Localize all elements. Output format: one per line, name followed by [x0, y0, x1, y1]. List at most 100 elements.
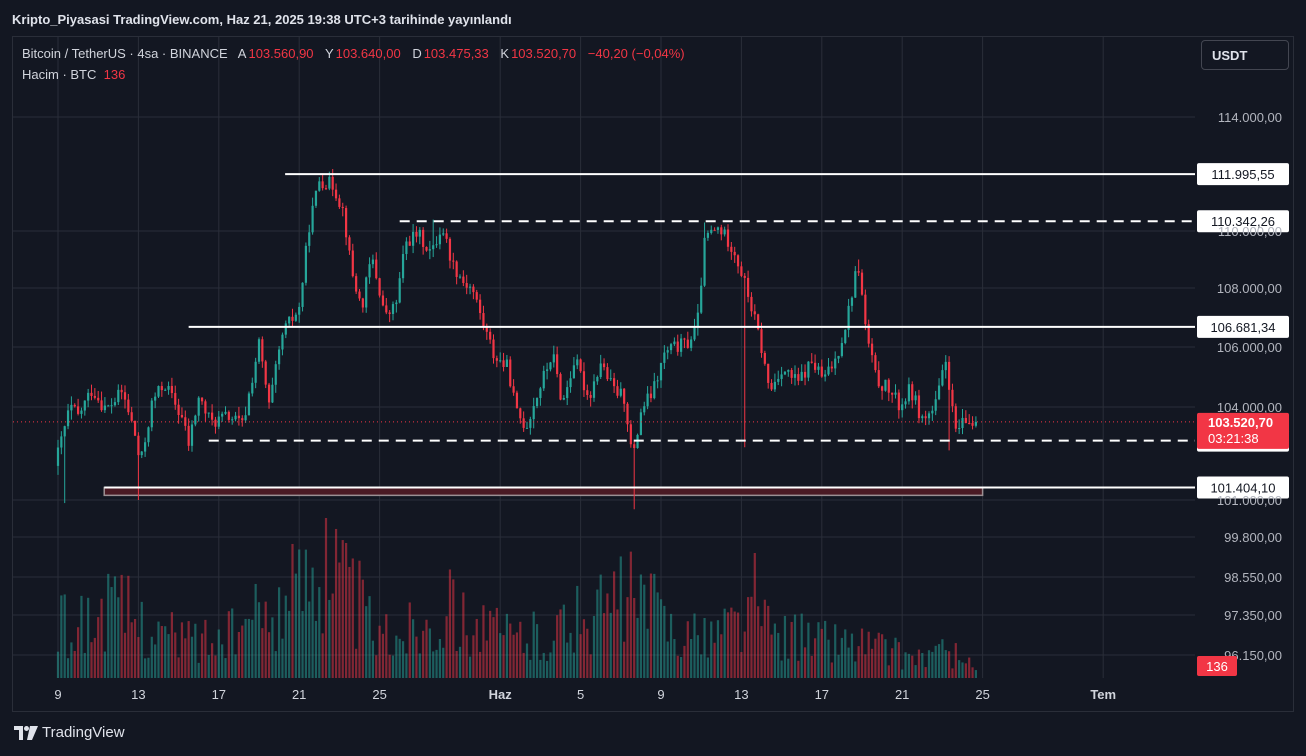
candle-body: [405, 241, 408, 255]
candle-body: [103, 405, 106, 411]
y-tick-label: 114.000,00: [1218, 110, 1282, 125]
volume-legend: Hacim · BTC 136: [22, 67, 125, 82]
candle-body: [200, 397, 204, 402]
volume-bar: [87, 597, 90, 678]
volume-bar: [247, 618, 251, 678]
volume-label[interactable]: Hacim · BTC: [22, 67, 97, 82]
candle-body: [381, 295, 385, 306]
volume-bar: [700, 654, 703, 678]
candle-body: [917, 395, 921, 419]
symbol-title[interactable]: Bitcoin / TetherUS · 4sa · BINANCE: [22, 46, 228, 61]
candle-body: [904, 401, 907, 405]
candle-body: [489, 331, 492, 340]
tradingview-footer[interactable]: TradingView: [14, 724, 125, 741]
x-tick-label: 21: [895, 687, 909, 702]
volume-tag-label: 136: [1206, 659, 1228, 674]
y-tick-label: 99.800,00: [1224, 530, 1282, 545]
volume-bar: [257, 602, 261, 678]
volume-bar: [951, 668, 954, 678]
volume-bar: [780, 660, 783, 678]
volume-bar: [958, 660, 961, 678]
volume-bar: [820, 628, 823, 678]
volume-bar: [522, 652, 525, 678]
candle-body: [602, 363, 606, 368]
volume-bar: [200, 633, 204, 678]
candle-body: [304, 245, 307, 283]
candle-body: [974, 421, 977, 426]
candle-body: [308, 232, 311, 246]
candle-body: [937, 385, 941, 400]
candle-body: [582, 371, 586, 391]
candle-body: [358, 291, 361, 299]
candle-body: [278, 349, 281, 365]
candle-body: [934, 399, 937, 411]
candle-body: [827, 366, 830, 375]
candle-body: [763, 353, 766, 364]
volume-bar: [398, 638, 401, 678]
candle-body: [140, 451, 143, 456]
candle-body: [854, 271, 857, 298]
volume-bar: [599, 574, 602, 678]
volume-bar: [663, 605, 666, 678]
volume-bar: [653, 573, 656, 678]
volume-bar: [616, 609, 619, 678]
candle-body: [830, 366, 833, 369]
close-value: 103.520,70: [511, 46, 577, 61]
volume-bar: [472, 635, 475, 678]
volume-bar: [405, 653, 408, 678]
candle-body: [479, 299, 482, 314]
currency-button[interactable]: USDT: [1201, 40, 1289, 70]
candle-body: [844, 329, 847, 344]
candle-body: [485, 326, 488, 332]
volume-bar: [130, 622, 133, 678]
candles-layer: [56, 169, 977, 510]
y-tick-label: 108.000,00: [1217, 281, 1282, 296]
candle-body: [154, 396, 157, 401]
candle-body: [113, 402, 117, 406]
volume-bar: [425, 619, 428, 678]
candle-body: [867, 324, 870, 344]
volume-bar: [154, 644, 157, 678]
volume-bar: [974, 670, 977, 678]
candle-body: [422, 229, 425, 247]
volume-bar: [291, 543, 294, 678]
volume-bar: [797, 660, 800, 678]
volume-bar: [482, 605, 485, 678]
candle-body: [167, 385, 170, 390]
candle-body: [318, 181, 321, 191]
volume-bar: [73, 650, 76, 678]
volume-bar: [355, 648, 358, 678]
volume-bar: [636, 617, 639, 678]
candle-body: [331, 176, 334, 190]
candle-body: [683, 338, 686, 340]
candle-body: [753, 311, 756, 315]
change-value: −40,20 (−0,04%): [587, 46, 685, 61]
volume-bar: [596, 589, 599, 678]
countdown-label: 03:21:38: [1208, 431, 1259, 446]
candle-body: [247, 393, 251, 416]
volume-bar: [489, 610, 492, 678]
volume-bar: [747, 597, 750, 678]
candle-body: [130, 412, 133, 421]
candle-body: [281, 334, 284, 350]
candle-body: [515, 392, 519, 409]
candle-body: [127, 399, 130, 413]
candle-body: [144, 442, 147, 452]
candle-body: [914, 395, 917, 401]
candle-body: [864, 294, 867, 325]
low-label: D: [412, 46, 422, 61]
candle-body: [418, 229, 421, 237]
volume-bar: [917, 649, 921, 678]
volume-bar: [251, 619, 254, 678]
candle-body: [706, 232, 709, 238]
candle-body: [723, 229, 726, 235]
candle-body: [817, 366, 820, 370]
x-tick-label: 13: [131, 687, 145, 702]
x-tick-label: 5: [577, 687, 584, 702]
candle-body: [197, 397, 200, 416]
volume-bar: [623, 641, 626, 678]
volume-bar: [361, 579, 364, 678]
volume-bar: [365, 606, 368, 678]
candle-body: [850, 297, 854, 306]
